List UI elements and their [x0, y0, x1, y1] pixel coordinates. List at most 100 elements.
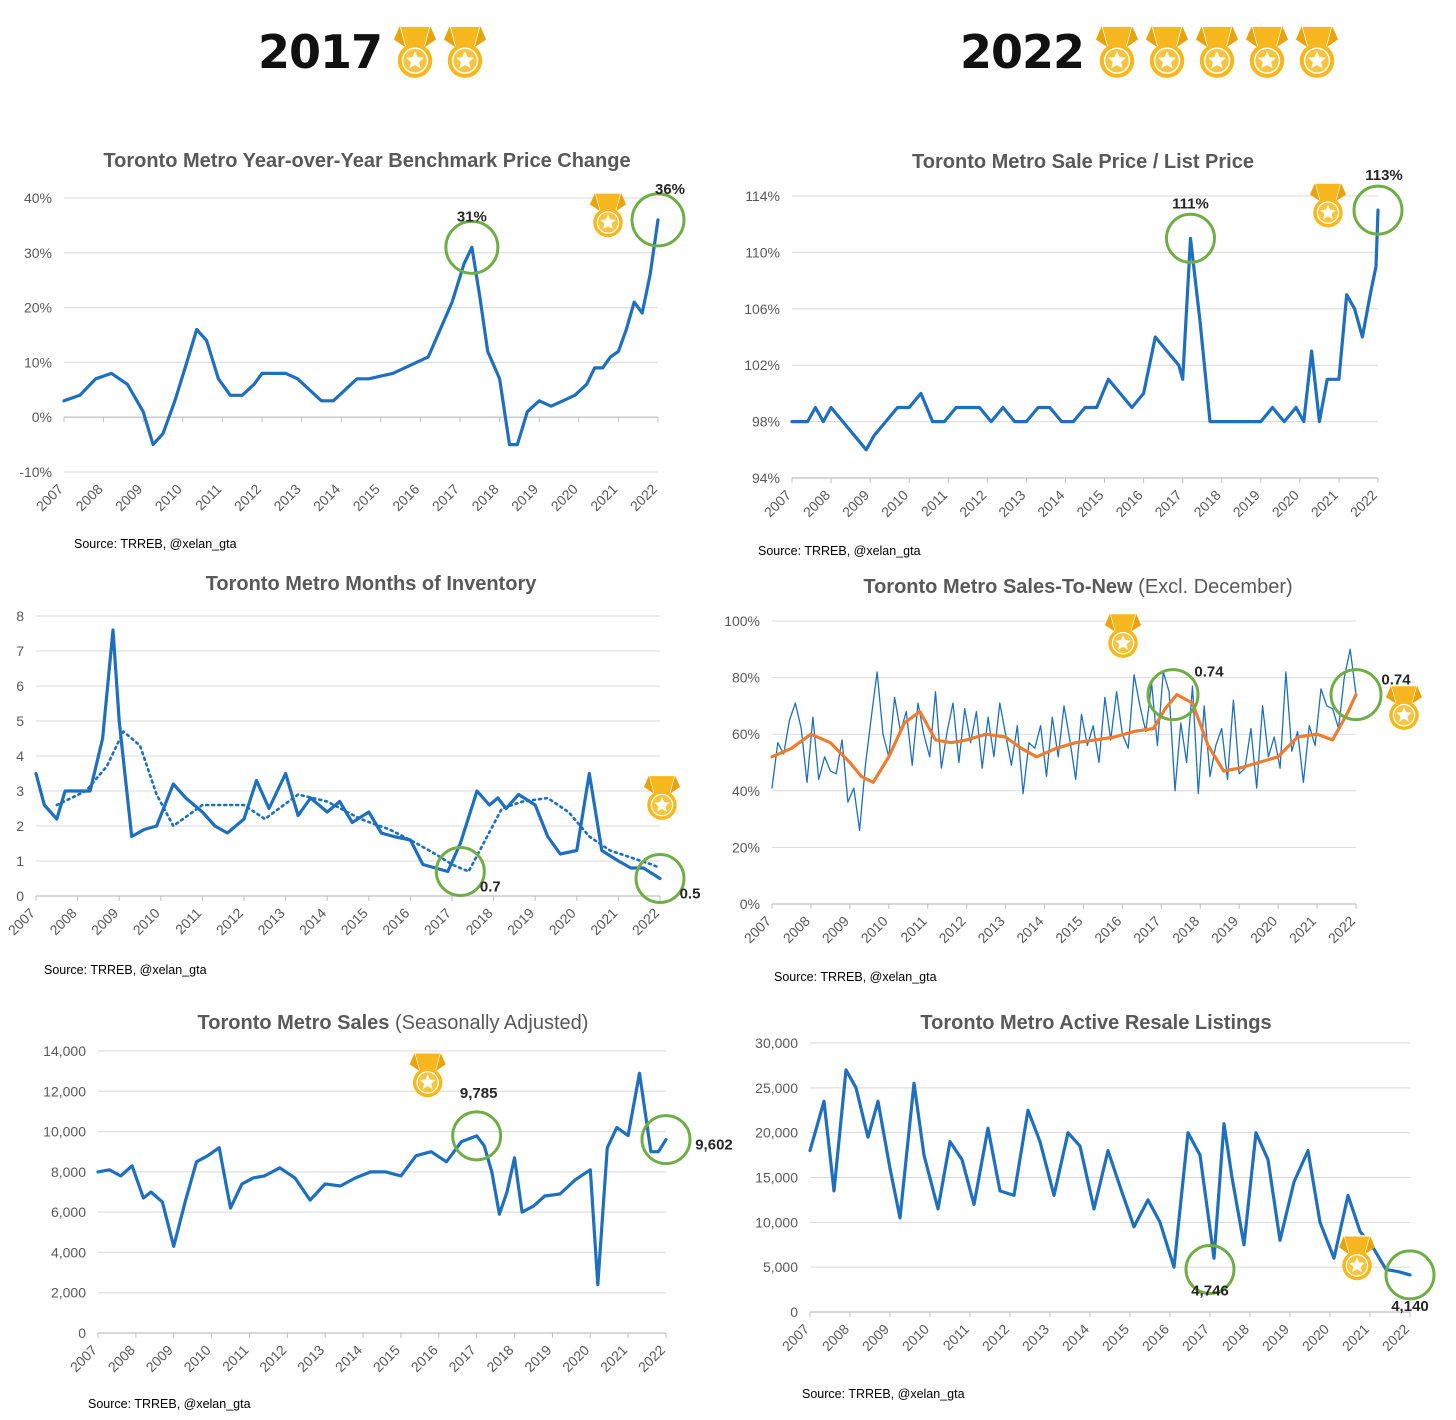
chart-source: Source: TRREB, @xelan_gta	[44, 963, 207, 977]
chart-source: Source: TRREB, @xelan_gta	[758, 544, 921, 558]
series-line-1	[55, 730, 662, 873]
x-tick-label: 2020	[546, 905, 579, 938]
chart-source: Source: TRREB, @xelan_gta	[74, 537, 237, 551]
y-tick-label: -10%	[19, 464, 52, 480]
chart-source: Source: TRREB, @xelan_gta	[802, 1387, 965, 1401]
x-tick-label: 2019	[1230, 487, 1263, 520]
y-tick-label: 15,000	[755, 1170, 798, 1186]
x-tick-label: 2017	[445, 1342, 478, 1375]
x-tick-label: 2016	[408, 1342, 441, 1375]
x-tick-label: 2008	[780, 913, 813, 946]
x-tick-label: 2008	[105, 1342, 138, 1375]
y-tick-label: 100%	[724, 613, 760, 629]
annotation-label: 111%	[1172, 195, 1209, 212]
y-tick-label: 14,000	[43, 1043, 86, 1059]
header-year-right: 2022	[960, 25, 1085, 79]
x-tick-label: 2018	[1219, 1321, 1252, 1354]
y-tick-label: 10,000	[43, 1124, 86, 1140]
annotation-label: 4,140	[1391, 1298, 1429, 1315]
x-tick-label: 2022	[1347, 487, 1380, 520]
y-tick-label: 102%	[744, 357, 780, 373]
x-tick-label: 2021	[1286, 913, 1319, 946]
highlight-circle	[640, 1114, 692, 1166]
x-tick-label: 2007	[761, 487, 794, 520]
header-left: 2017	[258, 22, 492, 82]
gold-medal-icon	[1295, 25, 1339, 78]
x-tick-label: 2007	[67, 1342, 100, 1375]
chart-source: Source: TRREB, @xelan_gta	[88, 1397, 251, 1411]
x-tick-label: 2011	[918, 487, 951, 520]
y-tick-label: 80%	[732, 670, 760, 686]
x-tick-label: 2021	[587, 905, 620, 938]
chart-panel-listings: Toronto Metro Active Resale Listings 0 5,0…	[724, 1000, 1456, 1420]
x-tick-label: 2010	[130, 905, 163, 938]
x-tick-label: 2019	[508, 481, 541, 514]
gold-medal-icon	[1338, 1235, 1376, 1281]
y-tick-label: 2	[16, 818, 24, 834]
x-tick-label: 2014	[1013, 913, 1046, 946]
x-tick-label: 2018	[468, 481, 501, 514]
y-tick-label: 0%	[740, 896, 760, 912]
header-right: 2022	[960, 22, 1344, 82]
x-tick-label: 2022	[635, 1342, 668, 1375]
gold-medal-icon	[1245, 25, 1289, 78]
x-tick-label: 2014	[310, 481, 343, 514]
highlight-circle	[1352, 184, 1404, 236]
chart-moi: Toronto Metro Months of Inventory 0 1 2 3 4 5 6…	[5, 573, 701, 977]
x-tick-label: 2019	[1259, 1321, 1292, 1354]
gold-medal-icon	[1104, 613, 1142, 658]
x-tick-label: 2015	[370, 1342, 403, 1375]
x-tick-label: 2017	[1151, 487, 1184, 520]
series-line-0	[771, 648, 1357, 832]
x-tick-label: 2017	[421, 905, 454, 938]
highlight-circle	[1146, 668, 1200, 722]
x-tick-label: 2011	[192, 481, 225, 514]
y-tick-label: 5	[16, 713, 24, 729]
x-tick-label: 2020	[1269, 487, 1302, 520]
y-tick-label: 20,000	[755, 1125, 798, 1141]
gold-medal-icon	[443, 25, 487, 78]
chart-stn: Toronto Metro Sales-To-New (Excl. Decemb…	[724, 576, 1423, 984]
chart-title: Toronto Metro Year-over-Year Benchmark P…	[103, 150, 630, 172]
x-tick-label: 2016	[1091, 913, 1124, 946]
y-tick-label: 25,000	[755, 1080, 798, 1096]
chart-title: Toronto Metro Active Resale Listings	[920, 1012, 1271, 1034]
x-tick-label: 2020	[559, 1342, 592, 1375]
y-tick-label: 6,000	[51, 1204, 86, 1220]
chart-title-main: Toronto Metro Sales	[198, 1012, 390, 1034]
x-tick-label: 2007	[33, 481, 66, 514]
x-tick-label: 2010	[152, 481, 185, 514]
x-tick-label: 2020	[1299, 1321, 1332, 1354]
annotation-label: 4,746	[1191, 1282, 1229, 1299]
chart-yoy: Toronto Metro Year-over-Year Benchmark P…	[19, 150, 686, 551]
x-tick-label: 2017	[1130, 913, 1163, 946]
x-tick-label: 2016	[379, 905, 412, 938]
x-tick-label: 2015	[1099, 1321, 1132, 1354]
x-tick-label: 2011	[219, 1342, 252, 1375]
x-tick-label: 2013	[294, 1342, 327, 1375]
chart-title: Toronto Metro Sales (Seasonally Adjusted…	[198, 1012, 589, 1034]
series-line-0	[96, 1071, 668, 1287]
annotation-label: 36%	[655, 181, 685, 198]
x-tick-label: 2018	[1169, 913, 1202, 946]
chart-splp: Toronto Metro Sale Price / List Price 94%…	[744, 151, 1404, 558]
y-tick-label: 6	[16, 678, 24, 694]
x-tick-label: 2020	[1247, 913, 1280, 946]
gold-medal-icon	[1195, 25, 1239, 78]
y-tick-label: 4	[16, 748, 24, 764]
x-tick-label: 2011	[940, 1321, 973, 1354]
y-tick-label: 0	[78, 1325, 86, 1341]
x-tick-label: 2020	[548, 481, 581, 514]
chart-panel-stn: Toronto Metro Sales-To-New (Excl. Decemb…	[724, 565, 1456, 985]
x-tick-label: 2012	[256, 1342, 289, 1375]
highlight-circle	[1384, 1249, 1436, 1301]
chart-title-sub: (Excl. December)	[1133, 576, 1293, 598]
x-tick-label: 2009	[859, 1321, 892, 1354]
x-tick-label: 2014	[1059, 1321, 1092, 1354]
highlight-circle	[451, 1110, 503, 1162]
x-tick-label: 2008	[72, 481, 105, 514]
y-tick-label: 30%	[24, 245, 52, 261]
gold-medal-icon	[1245, 25, 1289, 78]
gold-medal-icon	[1095, 25, 1139, 78]
y-tick-label: 106%	[744, 301, 780, 317]
